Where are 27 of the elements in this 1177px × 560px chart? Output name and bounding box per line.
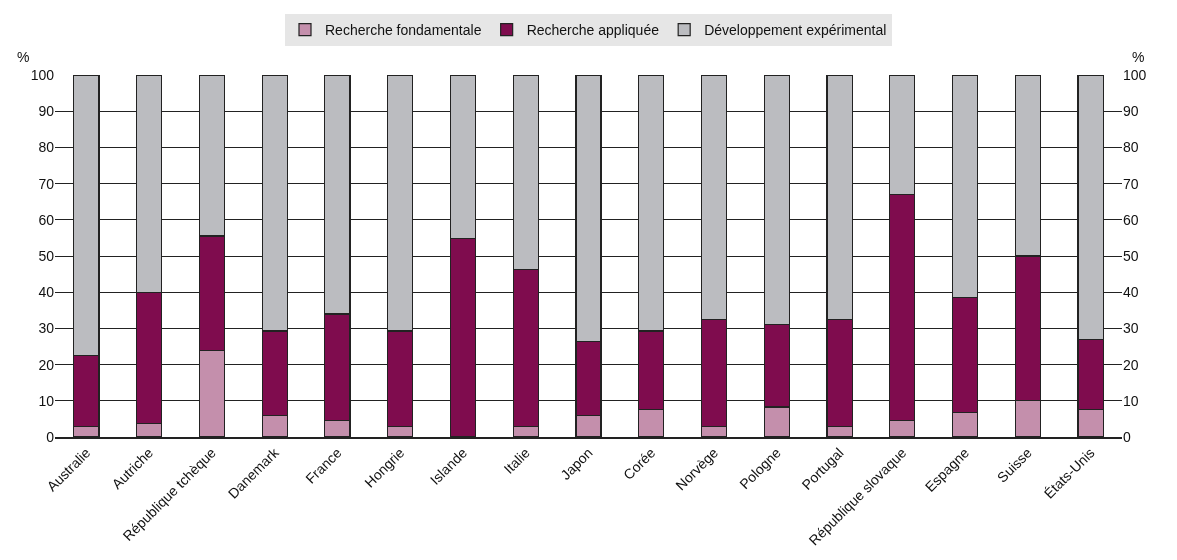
y-tick-label: 80	[38, 139, 55, 156]
y2-tick-label: 30	[1123, 320, 1139, 337]
legend-label: Recherche fondamentale	[325, 22, 482, 39]
y2-axis-title: %	[1132, 49, 1145, 65]
y2-tick-label: 50	[1123, 247, 1139, 264]
y2-tick-label: 80	[1123, 139, 1139, 156]
y-tick-label: 90	[38, 103, 55, 120]
y-tick-label: 50	[38, 247, 55, 264]
y-tick-label: 70	[38, 175, 55, 192]
y2-tick-label: 60	[1123, 211, 1139, 228]
y-tick-label: 100	[30, 66, 55, 83]
y-tick-label: 30	[38, 320, 55, 337]
y2-tick-label: 10	[1123, 392, 1139, 409]
legend-label: Développement expérimental	[704, 22, 887, 39]
y-tick-label: 40	[38, 284, 55, 301]
y2-tick-label: 100	[1123, 66, 1147, 83]
y-tick-label: 10	[38, 392, 55, 409]
y2-tick-label: 90	[1123, 103, 1139, 120]
y2-tick-label: 0	[1123, 428, 1131, 445]
y-tick-label: 20	[38, 356, 55, 373]
y2-tick-label: 40	[1123, 284, 1139, 301]
y2-tick-label: 70	[1123, 175, 1139, 192]
y-tick-label: 60	[38, 211, 55, 228]
legend-label: Recherche appliquée	[526, 22, 660, 39]
y2-tick-label: 20	[1123, 356, 1139, 373]
y-axis-title: %	[17, 49, 30, 65]
y-tick-label: 0	[46, 428, 55, 445]
